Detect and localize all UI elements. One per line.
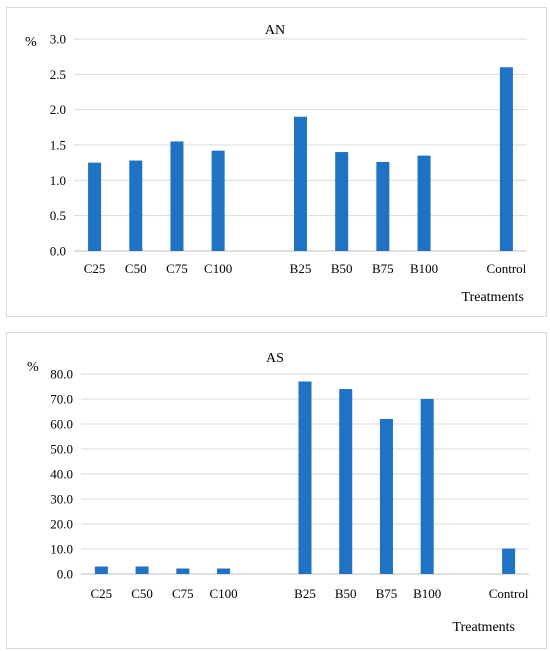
as-ytick-label: 50.0 [50,442,73,457]
as-category-label: C75 [172,586,194,601]
an-ytick-label: 2.0 [50,102,66,117]
an-bar [376,161,390,251]
an-bar [499,67,513,251]
as-category-label: C100 [209,586,237,601]
as-x-axis-label: Treatments [453,620,515,635]
as-ytick-label: 60.0 [50,417,73,432]
an-bar [88,162,102,251]
chart-an: 0.0 0.5 1.0 1.5 2.0 2.5 3.0 C25 C50 C75 C100 B25 B50… [6,7,547,317]
chart-as: 0.0 10.0 20.0 30.0 40.0 50.0 60.0 70.0 80.0 C25 C5… [6,332,547,649]
chart-an-svg: 0.0 0.5 1.0 1.5 2.0 2.5 3.0 C25 C50 C75 C100 B25 B50… [25,23,527,305]
an-bar [170,141,184,251]
an-category-label: Control [487,261,527,276]
an-bar [294,116,307,251]
an-category-label: C75 [166,261,188,276]
as-bar [379,419,393,574]
as-category-label: B50 [335,586,357,601]
an-category-label: B100 [410,261,438,276]
as-bar [420,399,434,574]
as-bar [94,566,108,574]
as-category-label: C50 [131,586,153,601]
an-category-label: C25 [84,261,106,276]
as-ytick-label: 0.0 [57,567,73,582]
an-bar [211,150,225,251]
an-ytick-label: 1.5 [50,138,66,153]
as-title: AS [266,351,284,366]
as-bar [502,548,516,574]
as-y-axis-label: % [27,360,39,375]
an-ytick-label: 3.0 [50,32,66,47]
as-ytick-label: 30.0 [50,492,73,507]
an-x-axis-label: Treatments [462,290,524,305]
an-title: AN [265,23,285,38]
as-category-label: B75 [376,586,398,601]
as-ytick-label: 20.0 [50,517,73,532]
an-ytick-label: 1.0 [50,173,66,188]
an-category-label: B25 [290,261,312,276]
an-bar [417,155,431,251]
as-category-label: Control [489,586,529,601]
as-ytick-label: 10.0 [50,542,73,557]
as-ytick-label: 40.0 [50,467,73,482]
chart-as-svg: 0.0 10.0 20.0 30.0 40.0 50.0 60.0 70.0 80.0 C25 C5… [27,351,529,635]
an-category-label: C50 [125,261,147,276]
as-bar [339,389,353,574]
as-bar [217,568,231,574]
as-category-label: B25 [294,586,316,601]
as-bar [298,381,312,574]
an-category-label: C100 [204,261,232,276]
as-ytick-label: 80.0 [50,367,73,382]
an-ytick-label: 0.5 [50,208,66,223]
as-bar [176,568,190,574]
an-bar [129,160,143,251]
as-bar [135,566,149,574]
an-category-label: B50 [331,261,353,276]
an-bar [335,152,349,251]
an-ytick-label: 0.0 [50,244,66,259]
as-category-label: B100 [413,586,441,601]
an-category-label: B75 [372,261,394,276]
an-y-axis-label: % [25,35,37,50]
as-category-label: C25 [91,586,113,601]
as-ytick-label: 70.0 [50,392,73,407]
an-ytick-label: 2.5 [50,67,66,82]
